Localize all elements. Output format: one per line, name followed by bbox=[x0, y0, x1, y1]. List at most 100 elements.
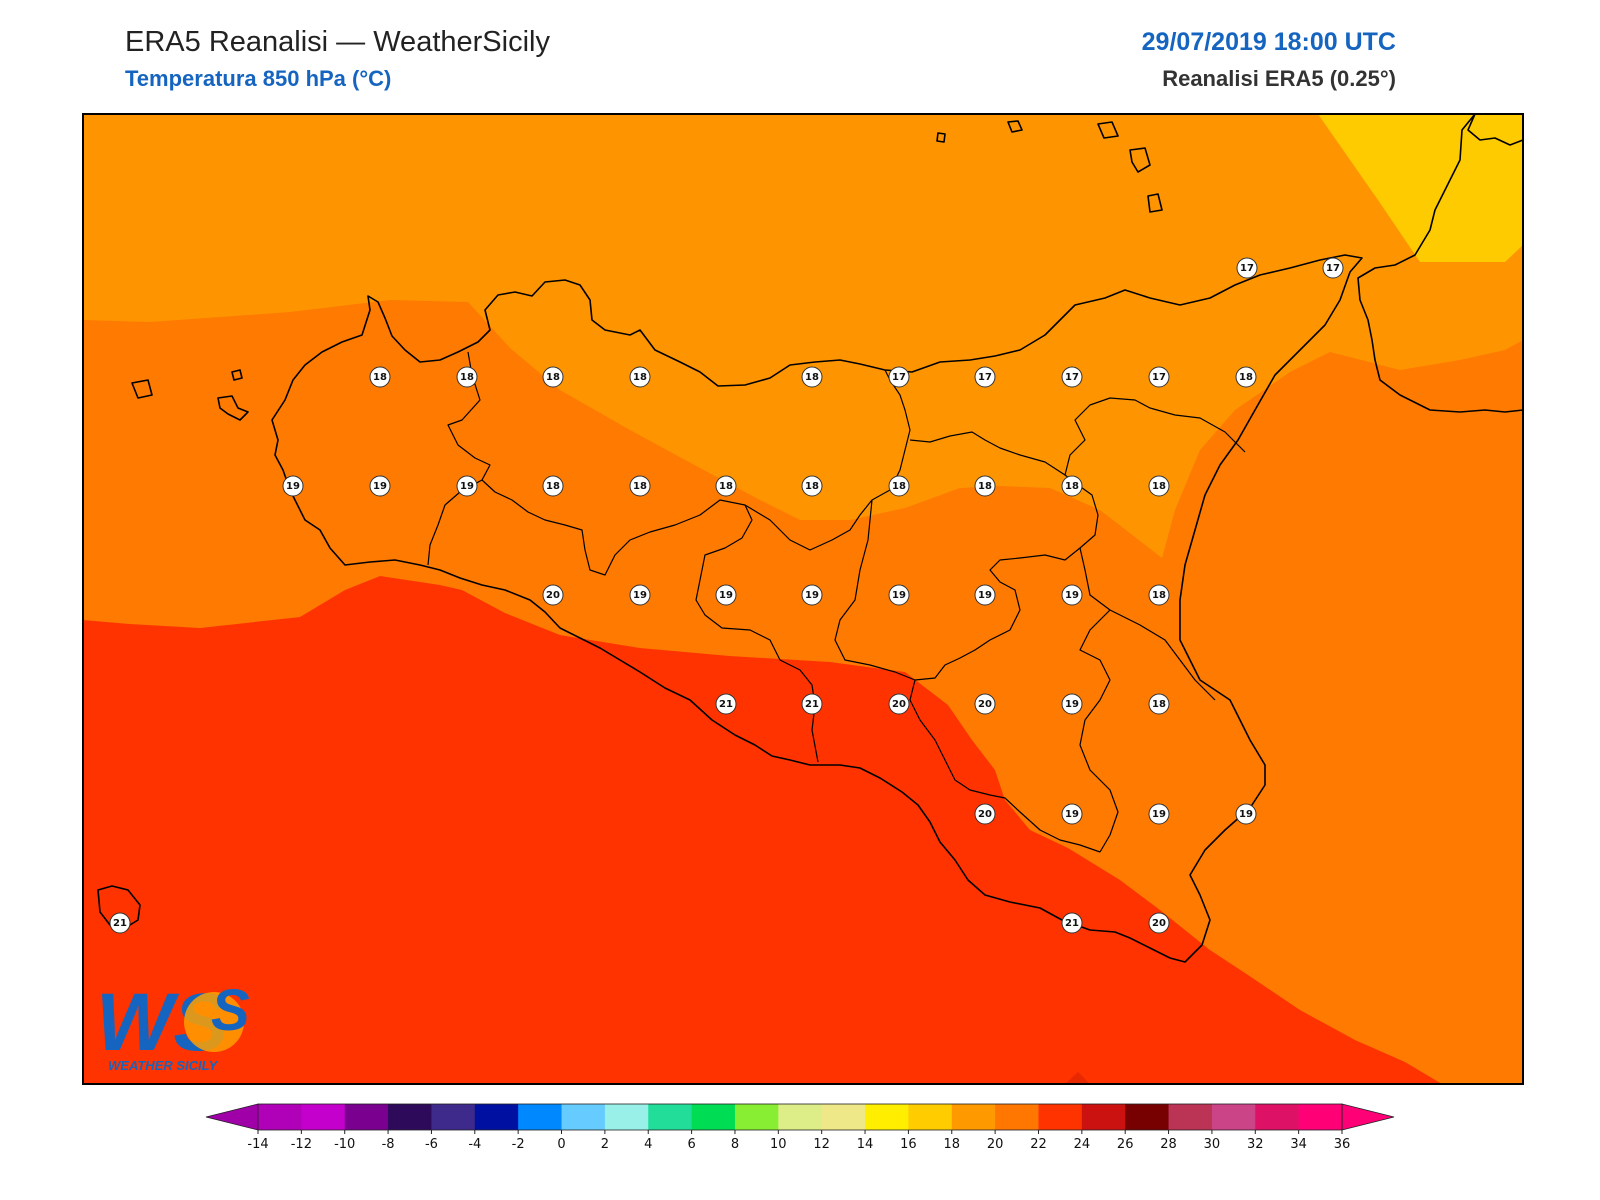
station-circle bbox=[974, 693, 996, 715]
border-catania-siracusa bbox=[1079, 547, 1119, 853]
station-marker: 18 bbox=[369, 366, 391, 388]
colorbar-cell bbox=[778, 1104, 823, 1130]
station-marker: 18 bbox=[456, 366, 478, 388]
station-value: 21 bbox=[719, 699, 733, 710]
station-marker: 18 bbox=[1148, 475, 1170, 497]
band-18-20 bbox=[83, 300, 1523, 1084]
station-marker: 17 bbox=[888, 366, 910, 388]
colorbar-max-arrow bbox=[1341, 1103, 1395, 1131]
data-source: Reanalisi ERA5 (0.25°) bbox=[1162, 66, 1396, 91]
station-circle bbox=[1235, 803, 1257, 825]
station-marker: 18 bbox=[1148, 693, 1170, 715]
station-circle bbox=[1061, 475, 1083, 497]
station-circle bbox=[1061, 584, 1083, 606]
station-circle bbox=[888, 584, 910, 606]
station-circle bbox=[456, 366, 478, 388]
border-enna-catania bbox=[909, 431, 1066, 476]
station-value: 17 bbox=[892, 372, 906, 383]
provincial-borders bbox=[427, 351, 1246, 853]
station-marker: 17 bbox=[1322, 257, 1344, 279]
station-marker: 18 bbox=[629, 475, 651, 497]
station-value: 19 bbox=[286, 481, 300, 492]
colorbar-tick-label: 14 bbox=[857, 1137, 874, 1152]
station-marker: 17 bbox=[1236, 257, 1258, 279]
station-circle bbox=[974, 803, 996, 825]
station-value: 18 bbox=[633, 481, 647, 492]
station-marker: 18 bbox=[542, 475, 564, 497]
station-marker: 19 bbox=[974, 584, 996, 606]
colorbar-cell bbox=[648, 1104, 693, 1130]
colorbar-tick-label: 0 bbox=[557, 1137, 565, 1152]
station-value: 18 bbox=[1239, 372, 1253, 383]
station-circle bbox=[542, 584, 564, 606]
station-marker: 18 bbox=[1061, 475, 1083, 497]
station-marker: 18 bbox=[629, 366, 651, 388]
station-value: 18 bbox=[546, 481, 560, 492]
station-marker: 21 bbox=[715, 693, 737, 715]
border-palermo-caltanissetta bbox=[744, 369, 911, 551]
station-value: 17 bbox=[1152, 372, 1166, 383]
station-marker: 19 bbox=[1061, 803, 1083, 825]
colorbar-tick-label: 16 bbox=[900, 1137, 917, 1152]
station-value: 18 bbox=[1152, 481, 1166, 492]
colorbar-cell bbox=[908, 1104, 953, 1130]
aeolian-islands bbox=[1007, 120, 1163, 213]
station-value: 19 bbox=[460, 481, 474, 492]
station-value: 20 bbox=[546, 590, 560, 601]
colorbar-cell bbox=[474, 1104, 519, 1130]
egadi-islands bbox=[131, 369, 249, 421]
station-marker: 18 bbox=[1148, 584, 1170, 606]
colorbar-cell bbox=[1211, 1104, 1256, 1130]
colorbar-cell bbox=[865, 1104, 909, 1130]
colorbar-cell bbox=[1081, 1104, 1126, 1130]
colorbar-tick-label: -2 bbox=[512, 1137, 525, 1152]
colorbar-cell bbox=[1298, 1104, 1343, 1130]
station-value: 18 bbox=[892, 481, 906, 492]
station-circle bbox=[1148, 912, 1170, 934]
station-value: 19 bbox=[978, 590, 992, 601]
station-marker: 20 bbox=[888, 693, 910, 715]
station-value: 18 bbox=[805, 481, 819, 492]
station-circle bbox=[715, 584, 737, 606]
station-marker: 17 bbox=[1061, 366, 1083, 388]
station-circle bbox=[1061, 366, 1083, 388]
color-scale-cells bbox=[205, 1103, 1395, 1131]
station-circle bbox=[542, 366, 564, 388]
calabria-coastline bbox=[1357, 113, 1524, 413]
colorbar-tick-label: -6 bbox=[425, 1137, 438, 1152]
valid-datetime: 29/07/2019 18:00 UTC bbox=[1141, 28, 1396, 56]
colorbar-tick-label: -14 bbox=[247, 1137, 268, 1152]
colorbar-tick-label: -12 bbox=[291, 1137, 312, 1152]
station-marker: 19 bbox=[888, 584, 910, 606]
station-marker: 18 bbox=[715, 475, 737, 497]
station-marker: 20 bbox=[974, 803, 996, 825]
station-value: 19 bbox=[1065, 809, 1079, 820]
station-marker: 18 bbox=[888, 475, 910, 497]
station-value: 18 bbox=[1152, 699, 1166, 710]
station-marker: 20 bbox=[542, 584, 564, 606]
station-circle bbox=[715, 693, 737, 715]
colorbar-tick-label: 34 bbox=[1290, 1137, 1307, 1152]
colorbar-tick-label: 24 bbox=[1074, 1137, 1091, 1152]
colorbar-tick-label: -8 bbox=[382, 1137, 395, 1152]
station-circle bbox=[1148, 475, 1170, 497]
station-value: 17 bbox=[978, 372, 992, 383]
colorbar-tick-label: 32 bbox=[1247, 1137, 1264, 1152]
station-circle bbox=[715, 475, 737, 497]
colorbar-cell bbox=[734, 1104, 779, 1130]
band-14-16 bbox=[1318, 114, 1523, 262]
colorbar-tick-label: 10 bbox=[770, 1137, 787, 1152]
band-20-22 bbox=[83, 576, 1442, 1084]
colorbar-cell bbox=[995, 1104, 1039, 1130]
station-value: 20 bbox=[1152, 918, 1166, 929]
station-circle bbox=[888, 475, 910, 497]
border-caltanissetta-enna bbox=[834, 397, 1246, 681]
station-circle bbox=[282, 475, 304, 497]
station-marker: 19 bbox=[282, 475, 304, 497]
station-circle bbox=[1061, 803, 1083, 825]
station-marker: 18 bbox=[542, 366, 564, 388]
sicily-coastline bbox=[271, 254, 1363, 963]
station-circle bbox=[629, 584, 651, 606]
station-marker: 20 bbox=[974, 693, 996, 715]
